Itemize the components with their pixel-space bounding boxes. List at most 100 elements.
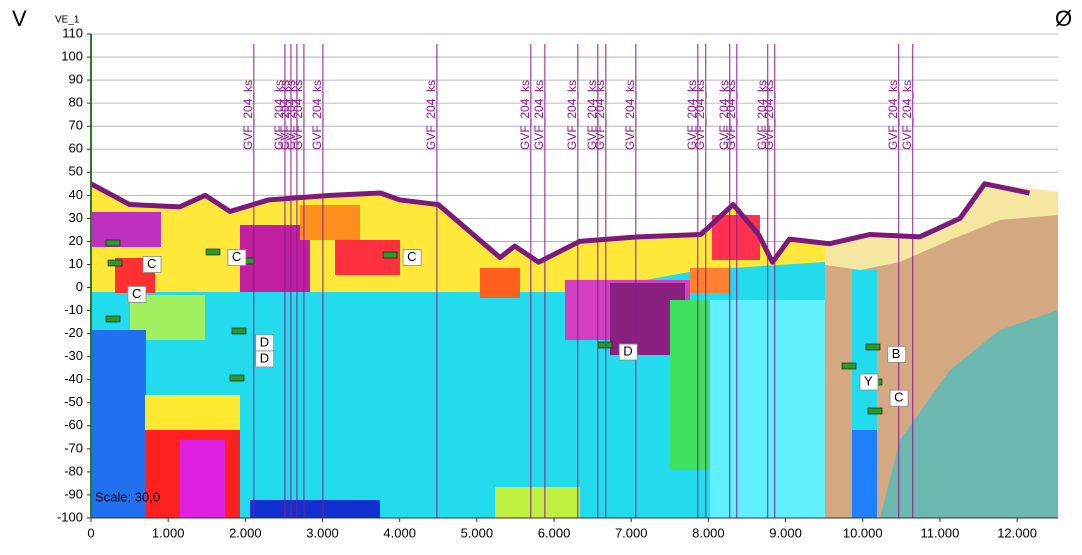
anomaly — [180, 440, 225, 518]
y-tick-label: -100 — [57, 509, 83, 524]
annotation-box — [127, 286, 147, 303]
annotation-label: C — [147, 256, 156, 271]
anomaly — [250, 500, 380, 518]
marker-label: GVF_204_ks — [900, 80, 914, 150]
terrain-line — [89, 181, 1030, 265]
x-tick-label: 2.000 — [229, 525, 262, 540]
sample-marker — [105, 239, 121, 247]
marker-label: GVF_204_ks — [585, 80, 599, 150]
marker-label: GVF_204_ks — [724, 80, 738, 150]
annotation-box — [227, 249, 247, 266]
marker-label: GVF_204_ks — [717, 80, 731, 150]
scale-text: Scale: 30,0 — [95, 489, 160, 504]
annotation-label: D — [260, 350, 269, 365]
x-tick-label: 6.000 — [538, 525, 571, 540]
y-tick-label: 40 — [69, 187, 83, 202]
marker-label: GVF_204_ks — [284, 80, 298, 150]
y-tick-label: -80 — [64, 463, 83, 478]
sample-marker — [865, 343, 881, 351]
y-tick-label: 110 — [62, 25, 83, 40]
y-tick-label: 100 — [61, 48, 83, 63]
marker-label: GVF_204_ks — [693, 80, 707, 150]
x-tick-label: 8.000 — [692, 525, 725, 540]
y-tick-label: 90 — [69, 72, 83, 87]
x-tick-label: 7.000 — [615, 525, 648, 540]
annotation-label: C — [232, 249, 241, 264]
annotation-label: Y — [864, 373, 873, 388]
sample-marker — [597, 341, 613, 349]
sample-marker — [382, 251, 398, 259]
overlay: GVF_204_ks GVF_204_ksGVF_204_ksGVF_204_ks… — [89, 44, 1030, 518]
sample-marker — [107, 259, 123, 267]
left-label: V — [12, 6, 27, 31]
annotation-box — [402, 249, 422, 266]
anomaly — [300, 205, 360, 240]
x-tick-label: 5.000 — [461, 525, 494, 540]
marker-label: GVF_204_ks — [310, 80, 324, 150]
marker-label: GVF_204_ks — [593, 80, 607, 150]
marker-label: GVF_204_ks — [886, 80, 900, 150]
anomaly — [670, 300, 710, 470]
marker-label: GVF_204_ks — [755, 80, 769, 150]
y-tick-label: -60 — [64, 417, 83, 432]
marker-label: GVF_204_ks — [272, 80, 286, 150]
resistivity-section — [91, 183, 825, 518]
annotation-box — [889, 389, 909, 407]
annotation-label: D — [260, 334, 269, 349]
annotation-label: C — [132, 286, 141, 301]
y-tick-label: 10 — [69, 256, 83, 271]
marker-label: GVF_204_ks — [685, 80, 699, 150]
y-tick-label: 70 — [69, 118, 83, 133]
x-tick-label: 10.000 — [843, 525, 883, 540]
anomaly — [91, 212, 161, 247]
marker-label: GVF_204_ks — [518, 80, 532, 150]
marker-label: GVF_204_ks — [424, 80, 438, 150]
annotation-box — [142, 256, 162, 273]
y-tick-label: -40 — [64, 371, 83, 386]
marker-label: GVF_204_ks — [278, 80, 292, 150]
y-tick-label: -30 — [64, 348, 83, 363]
anomaly — [690, 268, 730, 293]
sample-marker — [867, 407, 883, 415]
y-label: VE_1 — [55, 15, 80, 26]
annotation-label: C — [894, 390, 903, 405]
y-tick-label: 80 — [69, 95, 83, 110]
marker-label: GVF_204_ks — [762, 80, 776, 150]
y-tick-label: 60 — [69, 141, 83, 156]
marker-label: GVF_204_ks — [291, 80, 305, 150]
sample-marker — [229, 374, 245, 382]
annotation-box — [255, 350, 275, 368]
y-tick-label: 30 — [69, 210, 83, 225]
x-tick-label: 3.000 — [306, 525, 339, 540]
marker-label: GVF_204_ks — [532, 80, 546, 150]
borehole — [852, 430, 877, 518]
y-tick-label: 50 — [69, 164, 83, 179]
x-tick-label: 12.000 — [997, 525, 1037, 540]
annotation-box — [887, 345, 907, 363]
x-tick-label: 0 — [87, 525, 94, 540]
anomaly — [145, 395, 240, 430]
anomaly — [480, 268, 520, 298]
marker-label: GVF_204_ks — [623, 80, 637, 150]
sample-marker — [841, 362, 857, 370]
annotation-box — [859, 373, 879, 391]
x-tick-label: 9.000 — [769, 525, 802, 540]
geology-section — [825, 183, 1058, 518]
y-tick-label: -70 — [64, 440, 83, 455]
x-tick-label: 11.000 — [921, 525, 960, 540]
y-tick-label: -50 — [64, 394, 83, 409]
annotation-label: B — [892, 346, 901, 361]
annotation-label: C — [407, 249, 416, 264]
anomaly — [495, 487, 580, 518]
marker-label: GVF_204_ks — [241, 80, 255, 150]
geology-layer — [825, 183, 1058, 270]
sample-marker — [231, 327, 247, 335]
annotation-box — [618, 343, 638, 361]
x-tick-label: 4.000 — [383, 525, 416, 540]
y-tick-label: -20 — [64, 325, 83, 340]
sample-marker — [205, 248, 221, 256]
geology-layer — [880, 310, 1058, 518]
y-tick-label: -90 — [64, 486, 83, 501]
marker-label: GVF_204_ks — [565, 80, 579, 150]
